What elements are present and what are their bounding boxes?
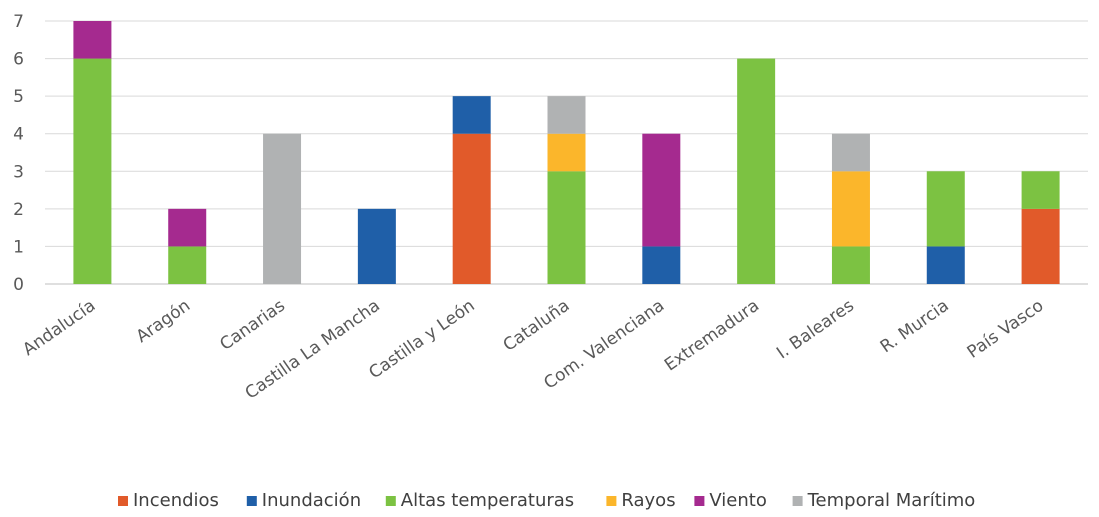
legend-label: Temporal Marítimo [807,490,976,511]
x-tick-label: Cataluña [500,296,574,356]
legend-swatch [385,496,396,506]
bar-cataluna-altas-temperaturas [547,171,586,284]
legend-item-altas-temperaturas: Altas temperaturas [385,490,574,511]
legend-label: Inundación [262,490,361,511]
bar-pais-vasco-incendios [1021,208,1060,284]
x-tick-label: Canarias [216,296,289,355]
legend-swatch [606,496,617,506]
x-tick-label: R. Murcia [877,296,953,357]
legend-label: Incendios [133,490,219,511]
y-tick-label: 4 [13,125,24,145]
x-tick-label: Castilla y León [365,296,478,384]
bar-castilla-la-mancha-inundacion [357,208,396,284]
x-tick-label: País Vasco [964,296,1048,363]
bar-r-murcia-inundacion [926,246,965,284]
legend-swatch [118,496,128,506]
bar-cataluna-temporal-maritimo [547,96,586,134]
y-tick-label: 2 [13,200,24,220]
legend-item-temporal-maritimo: Temporal Marítimo [792,490,976,511]
bar-pais-vasco-altas-temperaturas [1021,171,1060,209]
legend-swatch [246,496,257,506]
bar-com-valenciana-inundacion [642,246,681,284]
bar-com-valenciana-viento [642,133,681,247]
y-tick-label: 3 [13,162,24,182]
bar-cataluna-rayos [547,133,586,172]
y-tick-label: 5 [13,87,24,107]
bar-i-baleares-rayos [831,171,870,247]
legend-swatch [694,496,705,506]
bars [73,21,1060,285]
legend-label: Altas temperaturas [401,490,574,511]
bar-r-murcia-altas-temperaturas [926,171,965,247]
y-tick-label: 7 [13,12,24,32]
bar-andalucia-viento [73,21,112,59]
legend: Incendios Inundación Altas temperaturas Ray… [118,490,975,511]
bar-i-baleares-temporal-maritimo [831,133,870,172]
bar-aragon-altas-temperaturas [168,246,207,284]
legend-label: Viento [709,490,766,511]
bar-aragon-viento [168,208,207,247]
legend-item-inundacion: Inundación [246,490,361,511]
legend-item-incendios: Incendios [118,490,219,511]
bar-andalucia-altas-temperaturas [73,58,112,285]
legend-item-viento: Viento [694,490,767,511]
bar-castilla-y-leon-incendios [452,133,491,284]
bar-i-baleares-altas-temperaturas [831,246,870,284]
legend-item-rayos: Rayos [606,490,676,511]
bar-castilla-y-leon-inundacion [452,96,491,134]
y-tick-label: 0 [13,275,24,295]
bar-canarias-temporal-maritimo [263,133,302,284]
x-tick-label: Andalucía [19,296,99,360]
legend-swatch [792,496,803,506]
x-tick-label: I. Baleares [773,296,858,364]
y-tick-label: 6 [13,50,24,70]
x-tick-label: Aragón [133,296,194,347]
x-tick-label: Extremadura [661,296,763,376]
y-axis-ticks: 0 1 2 3 4 5 6 7 [13,12,24,295]
bar-extremadura-altas-temperaturas [737,58,776,285]
legend-label: Rayos [621,490,675,511]
y-tick-label: 1 [13,237,24,257]
